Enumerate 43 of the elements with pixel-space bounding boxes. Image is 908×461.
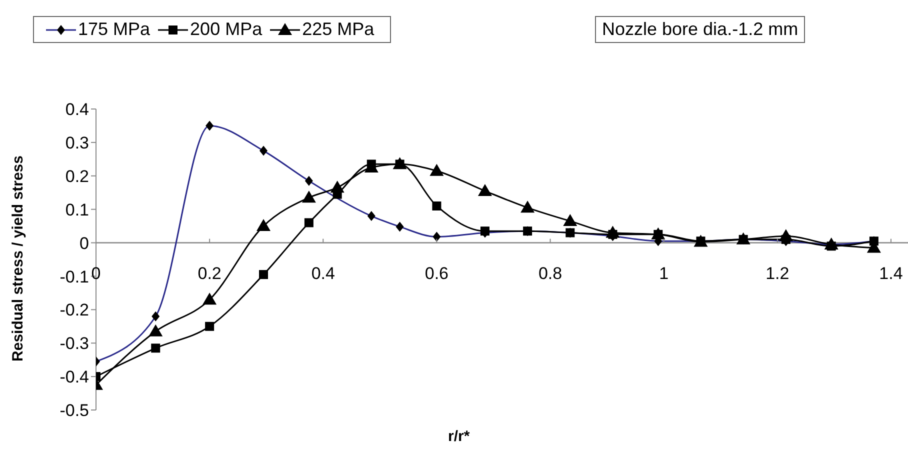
point	[520, 200, 535, 213]
x-tick-label: 0.8	[538, 264, 562, 283]
y-tick-label: -0.2	[60, 300, 89, 320]
x-axis-title: r/r*	[448, 428, 470, 445]
x-tick-label: 1.4	[879, 264, 903, 283]
y-tick-label: -0.3	[60, 334, 89, 354]
point	[694, 234, 708, 247]
point	[778, 229, 793, 242]
legend-label: 175 MPa	[77, 19, 150, 39]
point	[148, 324, 163, 336]
x-tick-label: 1.2	[766, 264, 790, 283]
x-tick-label: 0.4	[311, 264, 335, 283]
y-tick-label: -0.4	[60, 368, 89, 387]
point	[563, 214, 578, 226]
y-tick-label: 0.4	[65, 100, 89, 120]
x-tick-label: 1	[659, 264, 669, 283]
x-tick-label: 0.6	[424, 264, 449, 283]
y-tick-label: -0.1	[60, 267, 89, 286]
point	[151, 344, 160, 353]
point	[478, 184, 492, 196]
x-tick-label: 0.2	[198, 264, 222, 283]
legend-label: 200 MPa	[189, 19, 262, 39]
point	[330, 180, 344, 193]
point	[430, 164, 444, 176]
point	[392, 157, 407, 170]
point	[205, 322, 214, 331]
y-tick-label: -0.5	[60, 401, 89, 420]
point	[432, 201, 442, 210]
legend-label: 225 MPa	[301, 19, 374, 39]
y-tick-label: 0.3	[65, 133, 89, 152]
point	[606, 226, 620, 238]
y-axis-title: Residual stress / yield stress	[10, 155, 27, 361]
point	[256, 219, 271, 232]
point	[651, 227, 666, 240]
point	[202, 292, 217, 305]
text: Nozzle bore dia.-1.2 mm	[595, 16, 806, 43]
y-tick-label: 0	[80, 234, 89, 253]
y-tick-label: 0.1	[65, 200, 89, 220]
point	[259, 270, 268, 280]
y-tick-label: 0.2	[65, 166, 89, 186]
point	[304, 218, 314, 228]
point	[302, 190, 316, 203]
x-tick-label: 0	[91, 264, 101, 283]
